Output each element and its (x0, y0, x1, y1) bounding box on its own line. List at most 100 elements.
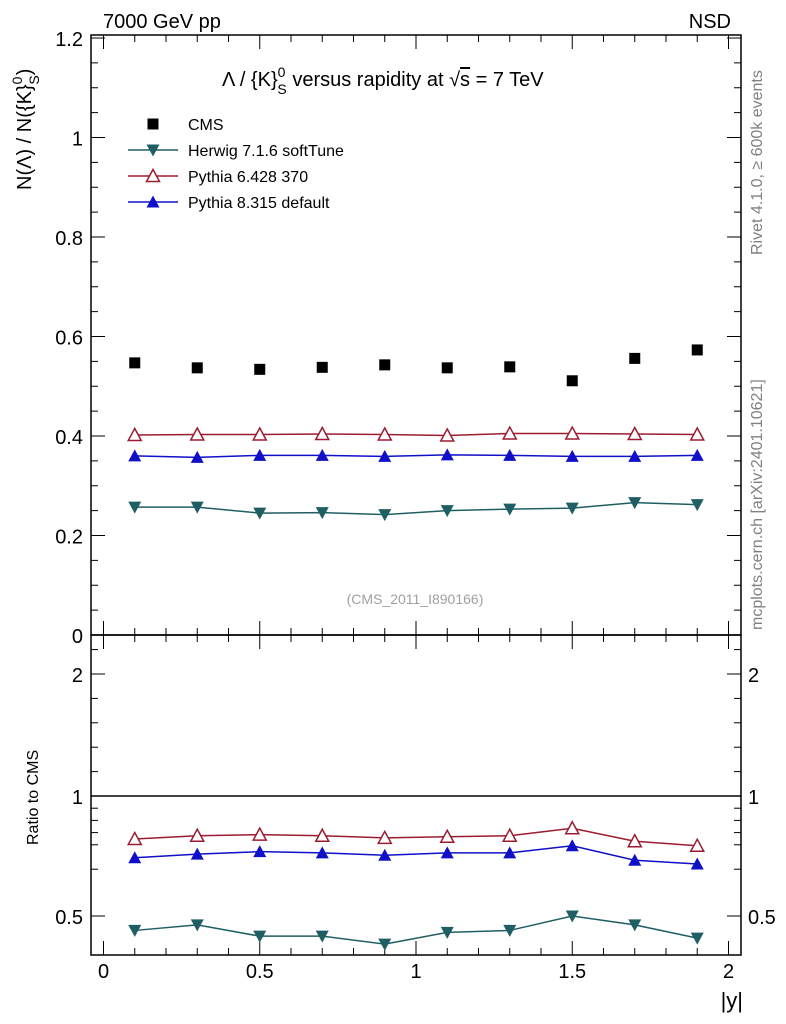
ratio-data-point (126, 830, 143, 846)
series-line (134, 454, 698, 459)
x-tick-label: 0 (98, 961, 109, 983)
y-tick-label: 0.4 (55, 427, 83, 449)
ratio-data-point (565, 839, 579, 852)
data-point (251, 426, 268, 441)
ratio-data-point (689, 837, 706, 853)
side-label-mcplots: mcplots.cern.ch [arXiv:2401.10621] (749, 379, 766, 630)
x-axis-label: |y| (721, 988, 743, 1013)
data-point (376, 426, 393, 441)
ratio-data-point (128, 851, 142, 864)
y-tick-label: 0 (72, 626, 83, 648)
ratio-data-point (439, 828, 456, 844)
ratio-data-point (690, 932, 704, 945)
data-point (501, 425, 518, 440)
ratio-data-point (315, 930, 329, 943)
ratio-y-tick-label-left: 0.5 (55, 907, 83, 929)
data-point (566, 375, 578, 387)
data-point (504, 361, 516, 373)
data-point (628, 497, 642, 510)
ratio-data-point (378, 848, 392, 861)
axis-ticks: 0 0.2 0.4 0.6 0.8 1 1.2 0 0.5 1 1.5 2 0.5 0.5 1 1 2 2 (55, 29, 776, 983)
data-point (378, 449, 392, 462)
header-left: 7000 GeV pp (103, 11, 221, 33)
data-point (565, 502, 579, 515)
ratio-data-point (503, 924, 517, 937)
data-point (503, 448, 517, 461)
ratio-data-point (378, 938, 392, 951)
ratio-data-point (376, 829, 393, 845)
data-point (190, 450, 204, 463)
ratio-data-point (440, 846, 454, 859)
ratio-data-point (314, 827, 331, 842)
data-point (690, 448, 704, 461)
data-point (253, 448, 267, 461)
data-point (441, 362, 453, 374)
series-0 (129, 344, 703, 387)
x-tick-label: 0.5 (246, 961, 274, 983)
ratio-data-point (690, 857, 704, 870)
data-point (253, 507, 267, 520)
data-point (379, 359, 391, 371)
ratio-data-point (190, 847, 204, 860)
y-tick-label: 0.8 (55, 228, 83, 250)
y-tick-label: 1.2 (55, 29, 83, 51)
ratio-y-axis-label: Ratio to CMS (25, 750, 42, 845)
data-point (315, 448, 329, 461)
legend-label: Herwig 7.1.6 softTune (188, 143, 344, 160)
data-point (314, 425, 331, 441)
series-layer (126, 344, 706, 951)
analysis-watermark: (CMS_2011_I890166) (347, 591, 484, 607)
data-point (190, 501, 204, 514)
legend-label: CMS (188, 117, 224, 134)
y-tick-label: 0.2 (55, 527, 83, 549)
legend-entry: CMS (147, 117, 224, 134)
legend-label: Pythia 8.315 default (188, 195, 330, 212)
data-point (564, 425, 581, 440)
ratio-y-tick-label-right: 0.5 (748, 907, 776, 929)
legend-marker (147, 118, 159, 130)
y-tick-label: 1 (72, 129, 83, 151)
ratio-data-point (253, 930, 267, 943)
ratio-y-tick-label-right: 1 (748, 787, 759, 809)
series-2 (126, 425, 706, 442)
y-tick-label: 0.6 (55, 328, 83, 350)
series-line (134, 432, 698, 437)
ratio-series-line (134, 845, 698, 865)
data-point (439, 427, 456, 442)
ratio-panel-frame (90, 634, 742, 956)
data-point (565, 449, 579, 462)
ratio-data-point (253, 845, 267, 858)
ratio-data-point (626, 833, 643, 848)
ratio-data-point (128, 924, 142, 937)
data-point (690, 499, 704, 512)
x-tick-label: 1.5 (558, 961, 586, 983)
ratio-series-line (134, 827, 698, 847)
data-point (189, 426, 206, 441)
legend-marker (146, 144, 160, 157)
data-point (254, 363, 266, 375)
ratio-y-tick-label-left: 1 (72, 787, 83, 809)
chart-title: Λ / {K}0 S versus rapidity at √s = 7 TeV (222, 64, 544, 97)
data-point (440, 505, 454, 518)
ratio-series-0 (128, 910, 704, 951)
legend-label: Pythia 6.428 370 (188, 169, 308, 186)
data-point (689, 426, 706, 441)
legend-entry: Pythia 6.428 370 (128, 167, 308, 186)
ratio-data-point (440, 926, 454, 939)
ratio-data-point (190, 919, 204, 932)
series-3 (128, 448, 704, 463)
data-point (628, 449, 642, 462)
ratio-y-tick-label-left: 2 (72, 665, 83, 687)
ratio-data-point (189, 827, 206, 842)
header-right: NSD (689, 11, 731, 33)
legend-entry: Pythia 8.315 default (128, 195, 330, 212)
ratio-series-line (134, 915, 698, 945)
data-point (128, 501, 142, 514)
ratio-data-point (503, 846, 517, 859)
data-point (629, 352, 641, 364)
series-1 (128, 497, 704, 522)
ratio-series-2 (128, 839, 704, 870)
data-point (378, 509, 392, 522)
data-point (440, 448, 454, 461)
